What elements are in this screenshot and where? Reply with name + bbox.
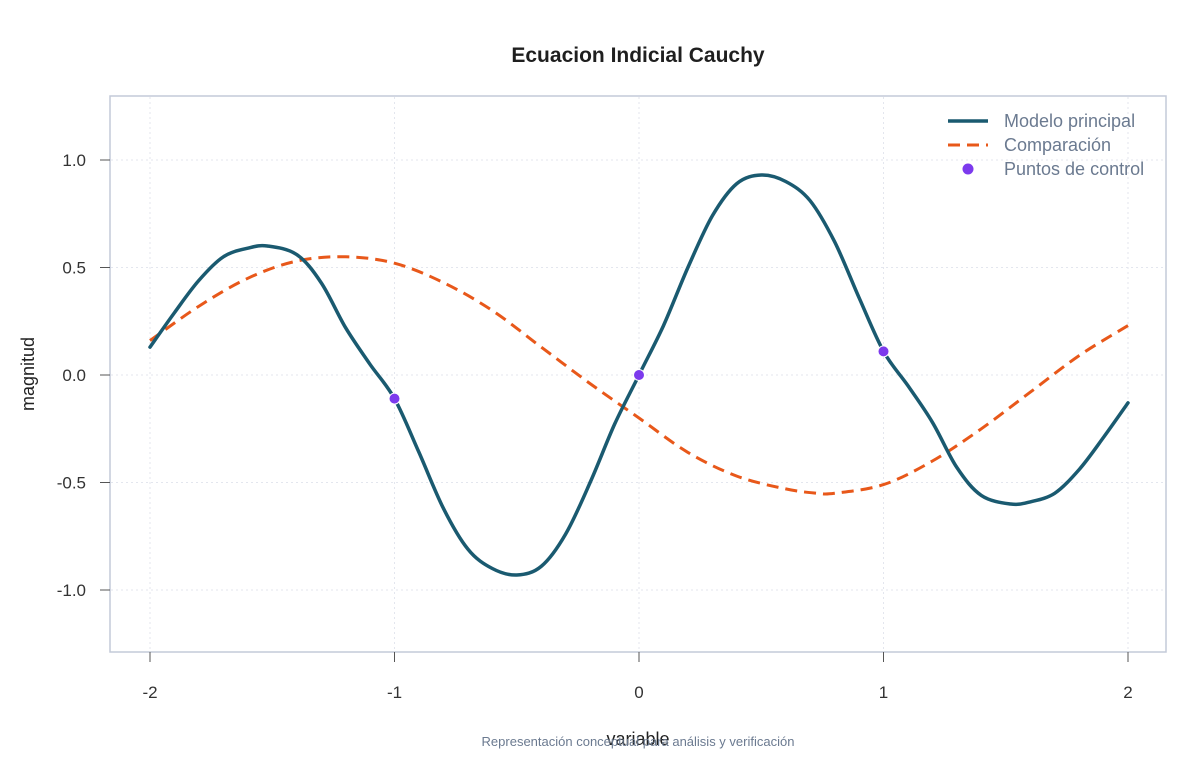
control-point — [633, 369, 645, 381]
x-axis-label: variable — [606, 729, 669, 749]
y-tick-label: 1.0 — [62, 151, 86, 170]
y-axis-label: magnitud — [18, 337, 38, 411]
y-tick-label: -0.5 — [57, 474, 86, 493]
control-point — [877, 345, 890, 358]
x-tick-label: 2 — [1123, 683, 1132, 702]
x-tick-label: -1 — [387, 683, 402, 702]
legend-label: Modelo principal — [1004, 111, 1135, 131]
series-layer — [148, 173, 1130, 577]
axis-layer: -2 -1 0 1 2 -1.0 -0.5 0.0 0.5 1.0 — [57, 151, 1133, 702]
series-line-comparacion — [149, 255, 1129, 496]
x-tick-label: 1 — [879, 683, 888, 702]
chart-caption: Representación conceptual para análisis … — [482, 734, 795, 749]
plot-frame — [109, 95, 1167, 653]
control-point — [388, 392, 401, 405]
legend: Modelo principal Comparación Puntos de con… — [948, 111, 1144, 179]
legend-marker-points — [962, 163, 974, 175]
x-tick-label: -2 — [142, 683, 157, 702]
legend-label: Puntos de control — [1004, 159, 1144, 179]
x-tick-label: 0 — [634, 683, 643, 702]
y-tick-label: 0.0 — [62, 366, 86, 385]
y-tick-label: 0.5 — [62, 259, 86, 278]
chart-title: Ecuacion Indicial Cauchy — [511, 44, 765, 67]
legend-label: Comparación — [1004, 135, 1111, 155]
y-tick-label: -1.0 — [57, 581, 86, 600]
